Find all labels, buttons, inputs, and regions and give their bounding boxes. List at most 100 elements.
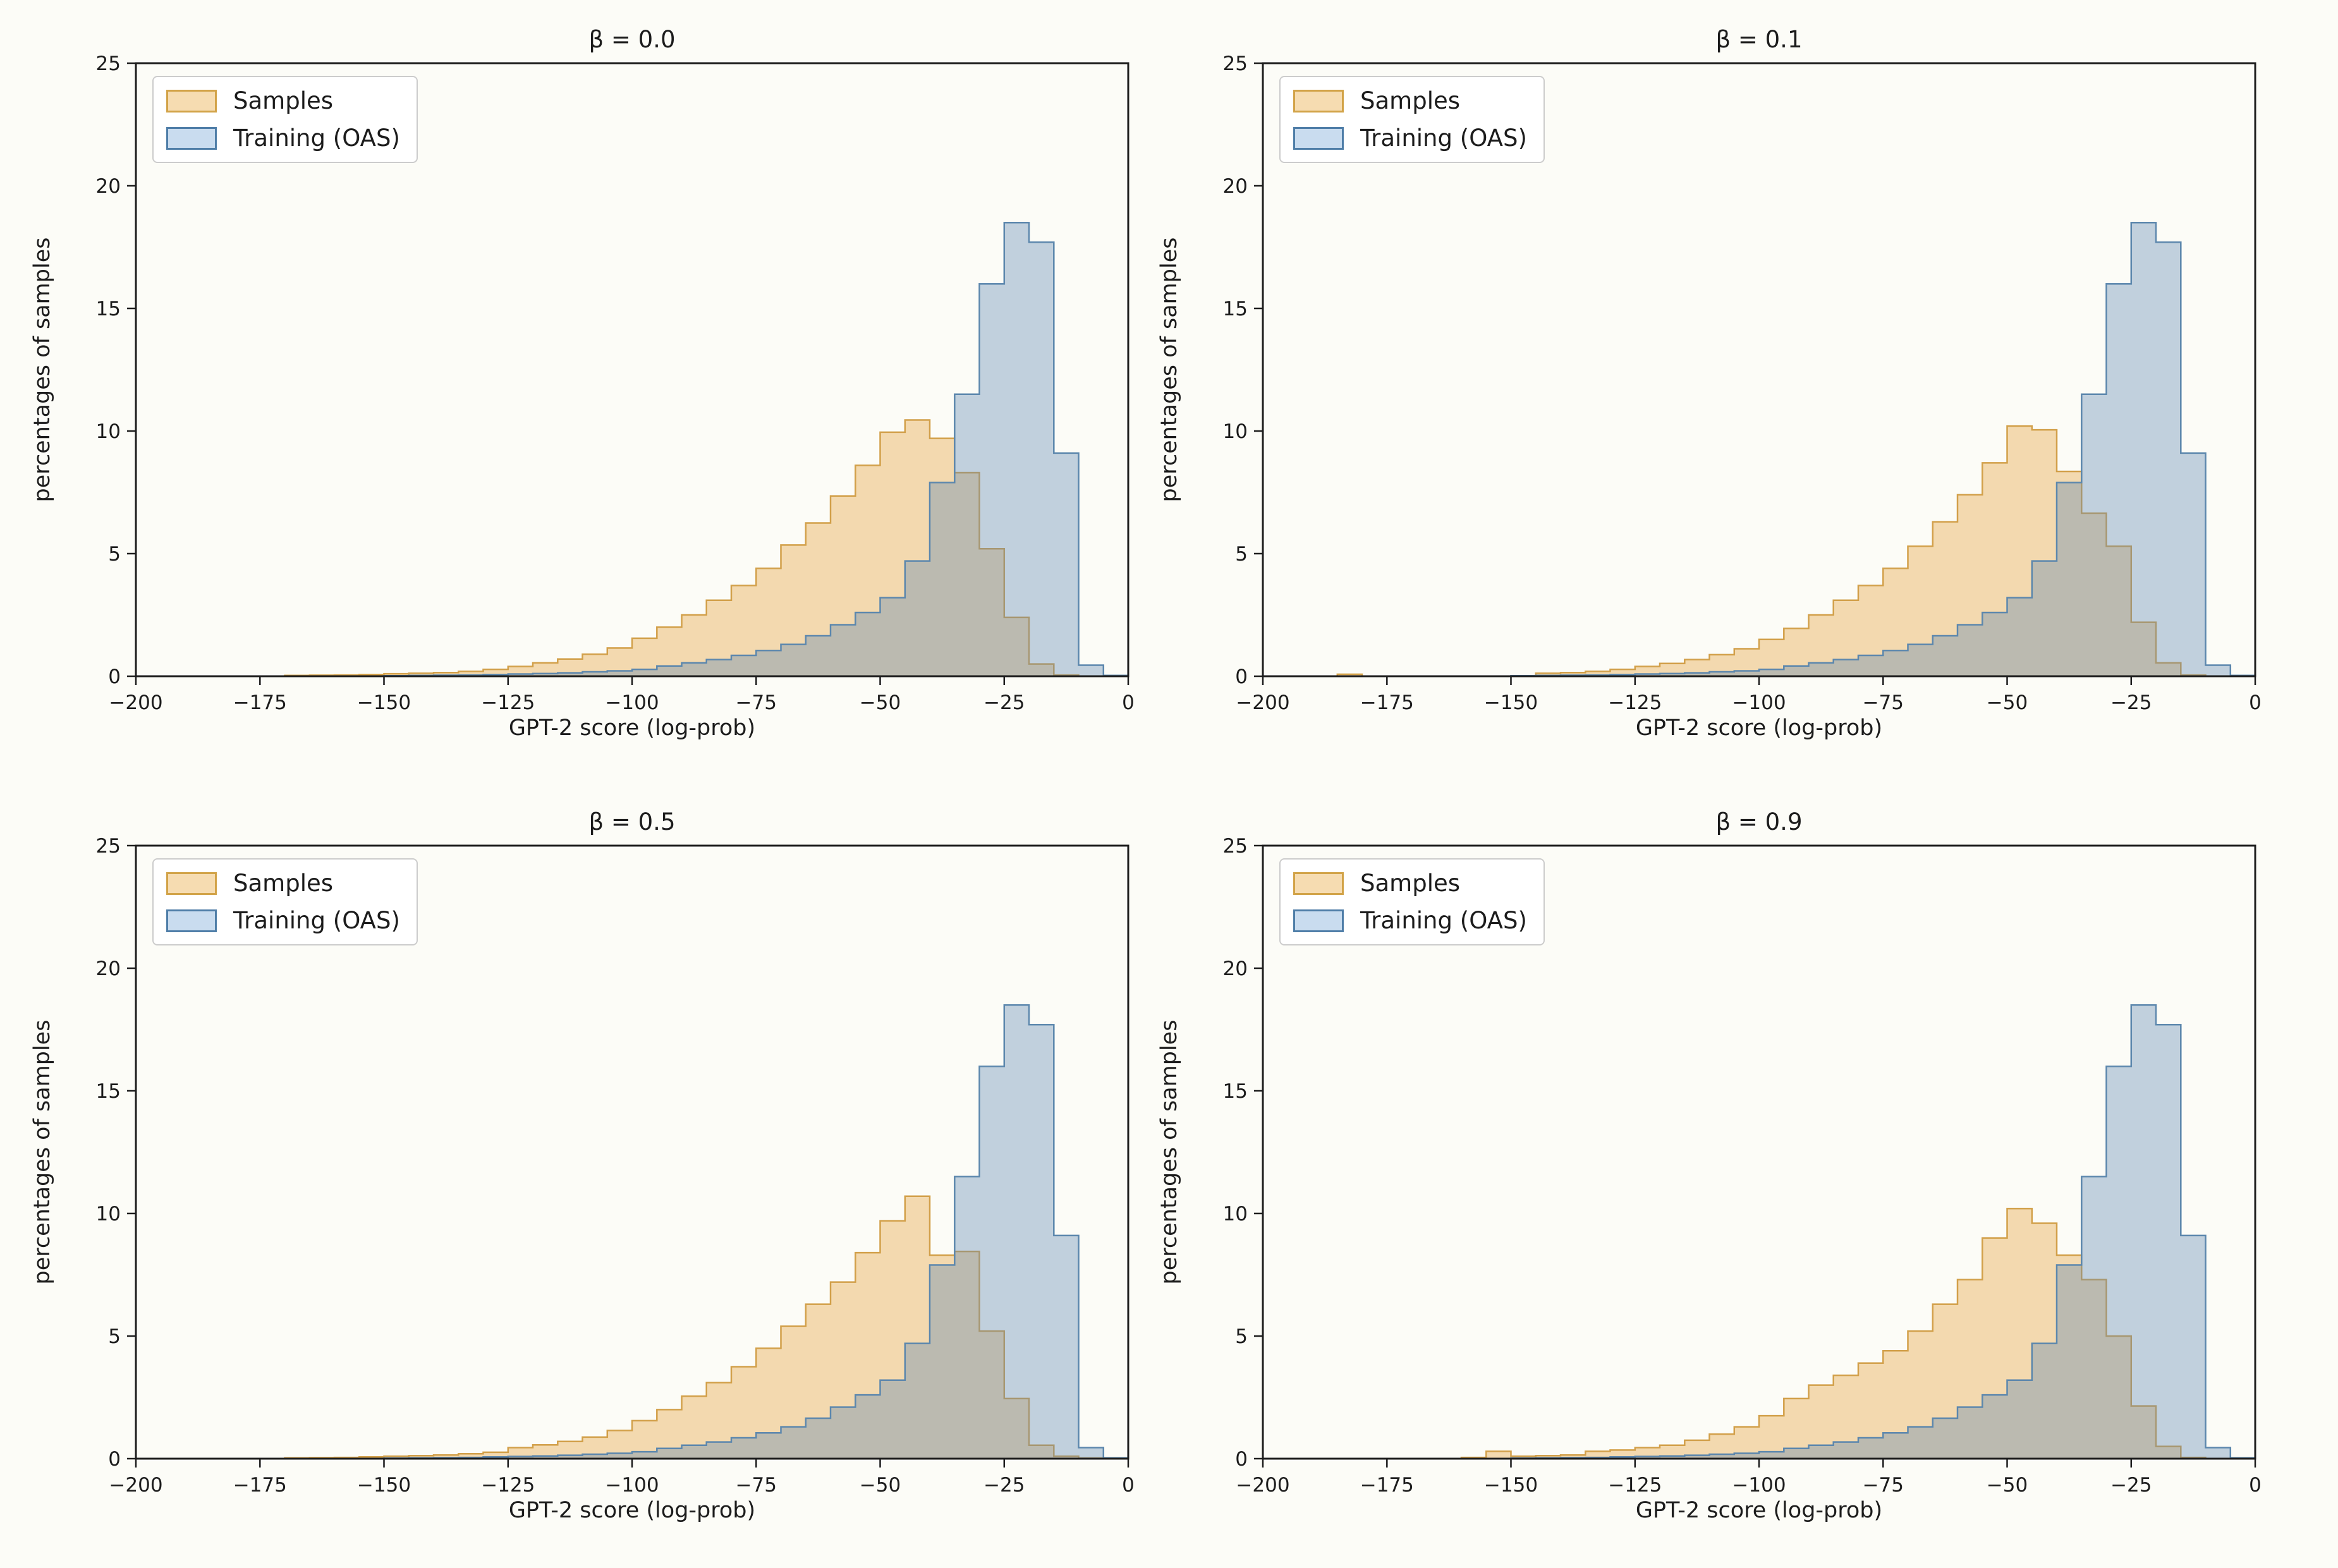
y-tick-label: 15: [96, 1080, 121, 1103]
legend-label-samples: Samples: [1360, 870, 1461, 897]
plot-canvas: −200 −175 −150 −125 −100 −75 −50 −25 0 0 5 10 15 20 25: [1223, 835, 2262, 1497]
x-axis-label: GPT-2 score (log-prob): [1635, 1498, 1883, 1523]
x-axis-label: GPT-2 score (log-prob): [508, 1498, 756, 1523]
x-tick-label: −175: [1360, 1474, 1414, 1497]
training-swatch-icon: [1293, 126, 1344, 150]
x-tick-label: −75: [1863, 1474, 1904, 1497]
plot-area: β = 0.1 percentages of samples −200 −175−…: [1157, 27, 2262, 741]
subplot-beta-0.1: β = 0.1 percentages of samples −200 −175−…: [1157, 27, 2262, 741]
x-tick-label: −200: [109, 691, 162, 714]
x-tick-label: −25: [983, 1474, 1025, 1497]
x-tick-label: −50: [1987, 1474, 2028, 1497]
x-tick-label: −100: [1732, 691, 1786, 714]
x-tick-label: −125: [481, 1474, 535, 1497]
legend-label-samples: Samples: [233, 870, 334, 897]
x-tick-label: −50: [860, 1474, 901, 1497]
y-tick-label: 20: [96, 175, 121, 198]
x-tick-label: 0: [2249, 1474, 2262, 1497]
x-tick-label: −125: [481, 691, 535, 714]
subplot-beta-0.0: β = 0.0 percentages of samples −200 −175−…: [30, 27, 1135, 741]
legend-label-training: Training (OAS): [1360, 125, 1527, 152]
legend-item-samples: Samples: [1293, 87, 1527, 114]
legend: Samples Training (OAS): [1279, 76, 1545, 163]
x-tick-label: −200: [109, 1474, 162, 1497]
y-tick-label: 5: [108, 1325, 121, 1348]
x-tick-label: −25: [983, 691, 1025, 714]
subplot-title: β = 0.9: [1715, 808, 1803, 836]
samples-swatch-icon: [1293, 89, 1344, 112]
x-tick-label: −150: [1484, 691, 1538, 714]
y-tick-label: 5: [108, 543, 121, 566]
y-tick-label: 5: [1235, 1325, 1248, 1348]
y-tick-label: 15: [1223, 298, 1248, 320]
x-tick-label: −25: [2110, 1474, 2152, 1497]
legend: Samples Training (OAS): [152, 858, 418, 945]
plot-canvas: −200 −175 −150 −125 −100 −75 −50 −25 0 0 5 10 15 20 25: [96, 835, 1135, 1497]
x-tick-label: −50: [1987, 691, 2028, 714]
y-tick-label: 10: [1223, 420, 1248, 443]
x-tick-label: −100: [1732, 1474, 1786, 1497]
y-tick-label: 15: [1223, 1080, 1248, 1103]
legend-label-training: Training (OAS): [233, 125, 400, 152]
x-tick-label: −125: [1608, 691, 1662, 714]
legend-item-training: Training (OAS): [166, 907, 400, 934]
y-tick-label: 20: [1223, 175, 1248, 198]
histogram-samples: [1336, 425, 2207, 678]
legend-item-samples: Samples: [166, 87, 400, 114]
histogram-training: [383, 221, 1129, 678]
y-tick-label: 0: [1235, 665, 1248, 688]
plot-canvas: −200 −175 −150 −125 −100 −75 −50 −25 0 0 5 10 15 20 25: [96, 52, 1135, 714]
x-tick-label: 0: [1122, 1474, 1135, 1497]
y-tick-label: 10: [96, 1203, 121, 1225]
x-axis-label: GPT-2 score (log-prob): [508, 715, 756, 741]
legend-item-samples: Samples: [166, 870, 400, 897]
x-tick-label: −50: [860, 691, 901, 714]
plot-area: β = 0.5 percentages of samples −200 −175−…: [30, 810, 1135, 1523]
training-swatch-icon: [1293, 909, 1344, 932]
histogram-training: [383, 1004, 1129, 1460]
legend: Samples Training (OAS): [152, 76, 418, 163]
y-tick-label: 0: [108, 665, 121, 688]
samples-swatch-icon: [166, 89, 217, 112]
y-tick-label: 20: [96, 957, 121, 980]
x-tick-label: −200: [1236, 1474, 1289, 1497]
x-tick-label: −150: [1484, 1474, 1538, 1497]
y-tick-label: 25: [1223, 52, 1248, 75]
y-tick-label: 0: [108, 1448, 121, 1471]
legend-label-training: Training (OAS): [1360, 907, 1527, 934]
legend: Samples Training (OAS): [1279, 858, 1545, 945]
subplot-title: β = 0.1: [1715, 26, 1803, 54]
x-tick-label: −125: [1608, 1474, 1662, 1497]
x-tick-label: −75: [736, 1474, 777, 1497]
x-tick-label: −25: [2110, 691, 2152, 714]
y-tick-label: 25: [96, 835, 121, 858]
plot-canvas: −200 −175 −150 −125 −100 −75 −50 −25 0 0 5 10 15 20 25: [1223, 52, 2262, 714]
x-tick-label: −75: [736, 691, 777, 714]
subplot-title: β = 0.0: [588, 26, 676, 54]
histogram-samples: [1460, 1207, 2207, 1460]
plot-area: β = 0.0 percentages of samples −200 −175−…: [30, 27, 1135, 741]
x-tick-label: −175: [1360, 691, 1414, 714]
legend-item-training: Training (OAS): [1293, 125, 1527, 152]
x-tick-label: −175: [233, 1474, 287, 1497]
subplot-title: β = 0.5: [588, 808, 676, 836]
subplot-beta-0.5: β = 0.5 percentages of samples −200 −175−…: [30, 810, 1135, 1523]
legend-label-samples: Samples: [233, 87, 334, 114]
x-tick-label: 0: [1122, 691, 1135, 714]
plot-area: β = 0.9 percentages of samples −200 −175−…: [1157, 810, 2262, 1523]
samples-swatch-icon: [1293, 872, 1344, 895]
samples-swatch-icon: [166, 872, 217, 895]
x-tick-label: 0: [2249, 691, 2262, 714]
y-axis-label: percentages of samples: [1157, 237, 1182, 502]
x-tick-label: −75: [1863, 691, 1904, 714]
histogram-samples: [284, 1195, 1105, 1460]
training-swatch-icon: [166, 909, 217, 932]
histogram-training: [1510, 221, 2256, 678]
y-tick-label: 10: [1223, 1203, 1248, 1225]
subplot-beta-0.9: β = 0.9 percentages of samples −200 −175−…: [1157, 810, 2262, 1523]
legend-item-training: Training (OAS): [1293, 907, 1527, 934]
x-tick-label: −150: [357, 691, 411, 714]
legend-item-samples: Samples: [1293, 870, 1527, 897]
legend-label-samples: Samples: [1360, 87, 1461, 114]
x-tick-label: −100: [605, 691, 659, 714]
